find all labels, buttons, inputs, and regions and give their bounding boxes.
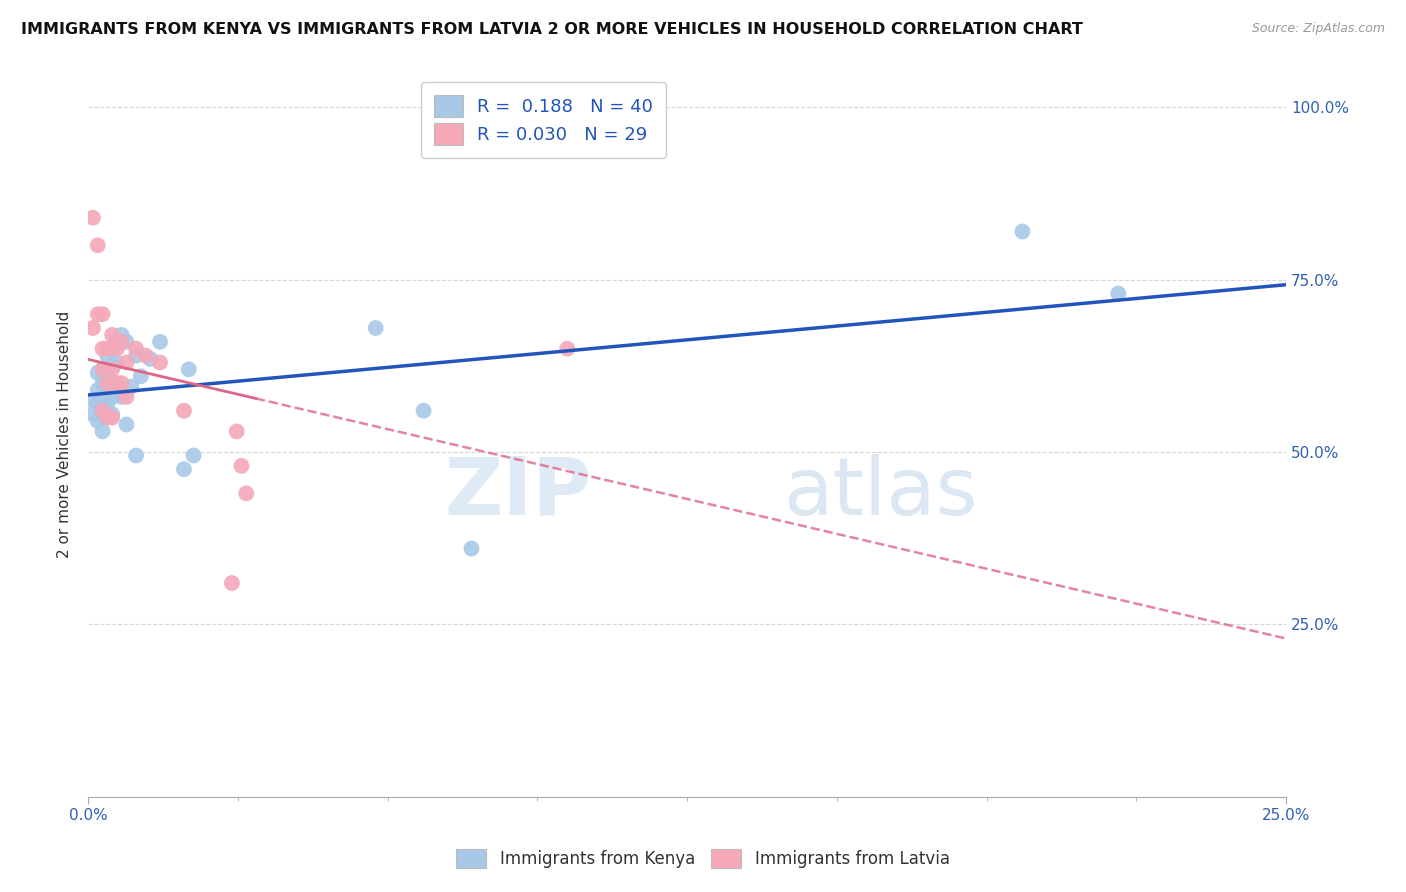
- Point: [115, 390, 138, 404]
- Text: IMMIGRANTS FROM KENYA VS IMMIGRANTS FROM LATVIA 2 OR MORE VEHICLES IN HOUSEHOLD : IMMIGRANTS FROM KENYA VS IMMIGRANTS FROM…: [21, 22, 1083, 37]
- Point: [135, 349, 157, 363]
- Point: [183, 449, 205, 463]
- Point: [87, 414, 110, 428]
- Point: [87, 307, 110, 321]
- Point: [460, 541, 482, 556]
- Point: [1011, 225, 1033, 239]
- Point: [96, 397, 118, 411]
- Point: [105, 334, 128, 349]
- Point: [91, 376, 114, 391]
- Point: [555, 342, 578, 356]
- Point: [82, 407, 104, 421]
- Point: [91, 390, 114, 404]
- Point: [87, 238, 110, 252]
- Point: [82, 321, 104, 335]
- Point: [101, 362, 124, 376]
- Point: [221, 576, 243, 591]
- Point: [105, 342, 128, 356]
- Point: [96, 369, 118, 384]
- Point: [125, 342, 148, 356]
- Point: [87, 383, 110, 397]
- Y-axis label: 2 or more Vehicles in Household: 2 or more Vehicles in Household: [58, 311, 72, 558]
- Point: [225, 425, 247, 439]
- Text: Source: ZipAtlas.com: Source: ZipAtlas.com: [1251, 22, 1385, 36]
- Point: [87, 366, 110, 380]
- Point: [177, 362, 200, 376]
- Point: [235, 486, 257, 500]
- Point: [125, 349, 148, 363]
- Point: [91, 342, 114, 356]
- Legend: R =  0.188   N = 40, R = 0.030   N = 29: R = 0.188 N = 40, R = 0.030 N = 29: [420, 82, 665, 158]
- Point: [1107, 286, 1129, 301]
- Point: [120, 379, 142, 393]
- Point: [91, 403, 114, 417]
- Point: [173, 403, 195, 417]
- Point: [96, 376, 118, 391]
- Point: [101, 390, 124, 404]
- Point: [96, 342, 118, 356]
- Point: [139, 351, 162, 366]
- Point: [82, 393, 104, 408]
- Point: [129, 369, 152, 384]
- Point: [125, 449, 148, 463]
- Point: [111, 376, 134, 391]
- Point: [115, 355, 138, 369]
- Point: [101, 410, 124, 425]
- Point: [96, 349, 118, 363]
- Point: [91, 362, 114, 376]
- Point: [231, 458, 253, 473]
- Point: [173, 462, 195, 476]
- Point: [101, 327, 124, 342]
- Point: [364, 321, 387, 335]
- Point: [87, 397, 110, 411]
- Point: [91, 307, 114, 321]
- Point: [111, 390, 134, 404]
- Point: [111, 334, 134, 349]
- Point: [105, 355, 128, 369]
- Point: [101, 342, 124, 356]
- Point: [115, 334, 138, 349]
- Point: [412, 403, 434, 417]
- Point: [111, 327, 134, 342]
- Point: [149, 334, 172, 349]
- Point: [96, 383, 118, 397]
- Point: [91, 407, 114, 421]
- Point: [91, 362, 114, 376]
- Legend: Immigrants from Kenya, Immigrants from Latvia: Immigrants from Kenya, Immigrants from L…: [450, 843, 956, 875]
- Point: [91, 425, 114, 439]
- Point: [105, 379, 128, 393]
- Point: [105, 376, 128, 391]
- Point: [115, 417, 138, 432]
- Point: [101, 407, 124, 421]
- Point: [96, 410, 118, 425]
- Text: atlas: atlas: [783, 454, 977, 532]
- Point: [149, 355, 172, 369]
- Text: ZIP: ZIP: [444, 454, 592, 532]
- Point: [101, 359, 124, 373]
- Point: [82, 211, 104, 225]
